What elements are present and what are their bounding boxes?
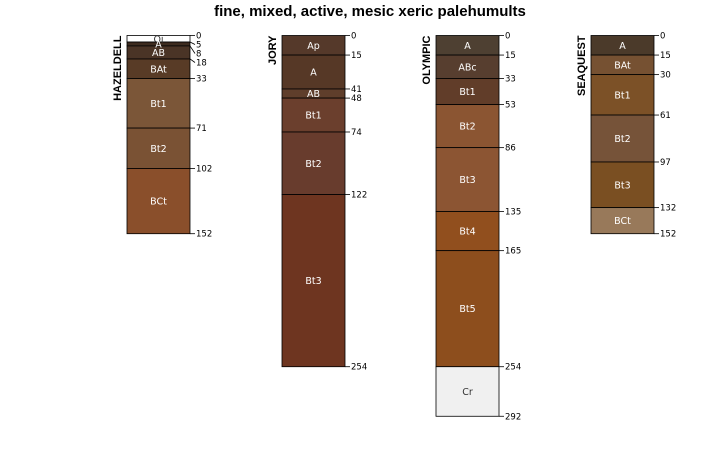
depth-tick (189, 41, 196, 45)
horizon-label: Bt4 (459, 227, 475, 238)
horizon-bt1 (435, 78, 500, 106)
depth-label: 0 (505, 32, 510, 42)
depth-label: 0 (196, 32, 201, 42)
depth-label: 30 (660, 71, 671, 81)
profile-name: JORY (267, 35, 279, 65)
depth-label: 97 (660, 158, 671, 168)
horizon-label: Oi (153, 34, 163, 45)
depth-label: 15 (660, 51, 671, 61)
horizon-bt1 (281, 97, 346, 133)
horizon-bct (590, 207, 655, 235)
horizon-label: BCt (614, 216, 631, 227)
horizon-bt2 (126, 127, 191, 169)
horizon-bt5 (435, 250, 500, 368)
horizon-label: A (310, 68, 317, 79)
horizon-bt3 (590, 161, 655, 209)
depth-label: 165 (505, 247, 521, 257)
horizon-label: A (619, 41, 626, 52)
horizon-bt3 (435, 147, 500, 212)
horizon-bct (126, 168, 191, 235)
horizon-bt2 (590, 114, 655, 163)
depth-label: 15 (505, 51, 516, 61)
profile-name: OLYMPIC (421, 35, 433, 84)
depth-label: 122 (351, 191, 367, 201)
horizon-label: ABc (458, 62, 476, 73)
horizon-label: Bt1 (150, 99, 166, 110)
horizon-label: BCt (150, 197, 167, 208)
horizon-label: Bt3 (459, 175, 475, 186)
depth-label: 15 (351, 51, 362, 61)
depth-label: 86 (505, 144, 516, 154)
depth-label: 71 (196, 124, 207, 134)
horizon-label: Bt5 (459, 304, 475, 315)
horizon-bt3 (281, 194, 346, 368)
horizon-label: AB (307, 89, 320, 100)
profile-seaquest: A BAt Bt1 Bt2 Bt3 BCt 0 15 30 61 97 132 152 SEAQUEST (576, 32, 676, 240)
horizon-label: Bt2 (614, 134, 630, 145)
horizon-label: Bt2 (459, 122, 475, 133)
depth-label: 135 (505, 208, 521, 218)
horizon-bt4 (435, 211, 500, 252)
depth-label: 33 (196, 75, 207, 85)
horizon-label: A (155, 39, 162, 50)
depth-tick (189, 58, 196, 63)
horizon-label: A (464, 41, 471, 52)
depth-label: 152 (196, 230, 212, 240)
depth-label: 254 (351, 363, 367, 373)
depth-label: 53 (505, 101, 516, 111)
depth-label: 33 (505, 75, 516, 85)
profiles-group: OiAABBAtBt1Bt2BCt058183371102152HAZELDEL… (112, 32, 676, 423)
depth-label: 18 (196, 59, 207, 69)
horizon-bt2 (281, 131, 346, 195)
depth-label: 292 (505, 412, 521, 422)
horizon-label: Bt2 (150, 144, 166, 155)
depth-label: 61 (660, 111, 671, 121)
horizon-label: Bt3 (614, 180, 630, 191)
depth-label: 5 (196, 41, 201, 51)
depth-label: 254 (505, 363, 521, 373)
depth-label: 0 (351, 32, 356, 42)
chart-title: fine, mixed, active, mesic xeric palehum… (214, 3, 526, 20)
horizon-label: Bt2 (305, 159, 321, 170)
profile-name: SEAQUEST (576, 35, 588, 96)
horizon-label: Bt3 (305, 276, 321, 287)
horizon-label: Ap (307, 41, 320, 52)
horizon-label: BAt (614, 60, 631, 71)
horizon-a (281, 54, 346, 90)
horizon-cr (435, 366, 500, 417)
horizon-label: Bt1 (305, 111, 321, 122)
depth-label: 152 (660, 230, 676, 240)
depth-tick (189, 45, 196, 54)
horizon-label: Cr (462, 387, 473, 398)
depth-label: 41 (351, 85, 362, 95)
horizon-bt2 (435, 104, 500, 149)
profile-olympic: A ABc Bt1 Bt2 Bt3 Bt4 Bt5 Cr 0 15 33 53 86 135 165 254 2… (421, 32, 521, 423)
profile-name: HAZELDELL (112, 35, 124, 101)
depth-label: 8 (196, 50, 201, 60)
horizon-label: BAt (150, 64, 167, 75)
depth-label: 48 (351, 94, 362, 104)
depth-label: 74 (351, 128, 362, 138)
horizon-label: AB (152, 48, 165, 59)
depth-label: 0 (660, 32, 665, 42)
horizon-label: Bt1 (614, 90, 630, 101)
horizon-label: Bt1 (459, 87, 475, 98)
depth-label: 102 (196, 165, 212, 175)
depth-label: 132 (660, 204, 676, 214)
